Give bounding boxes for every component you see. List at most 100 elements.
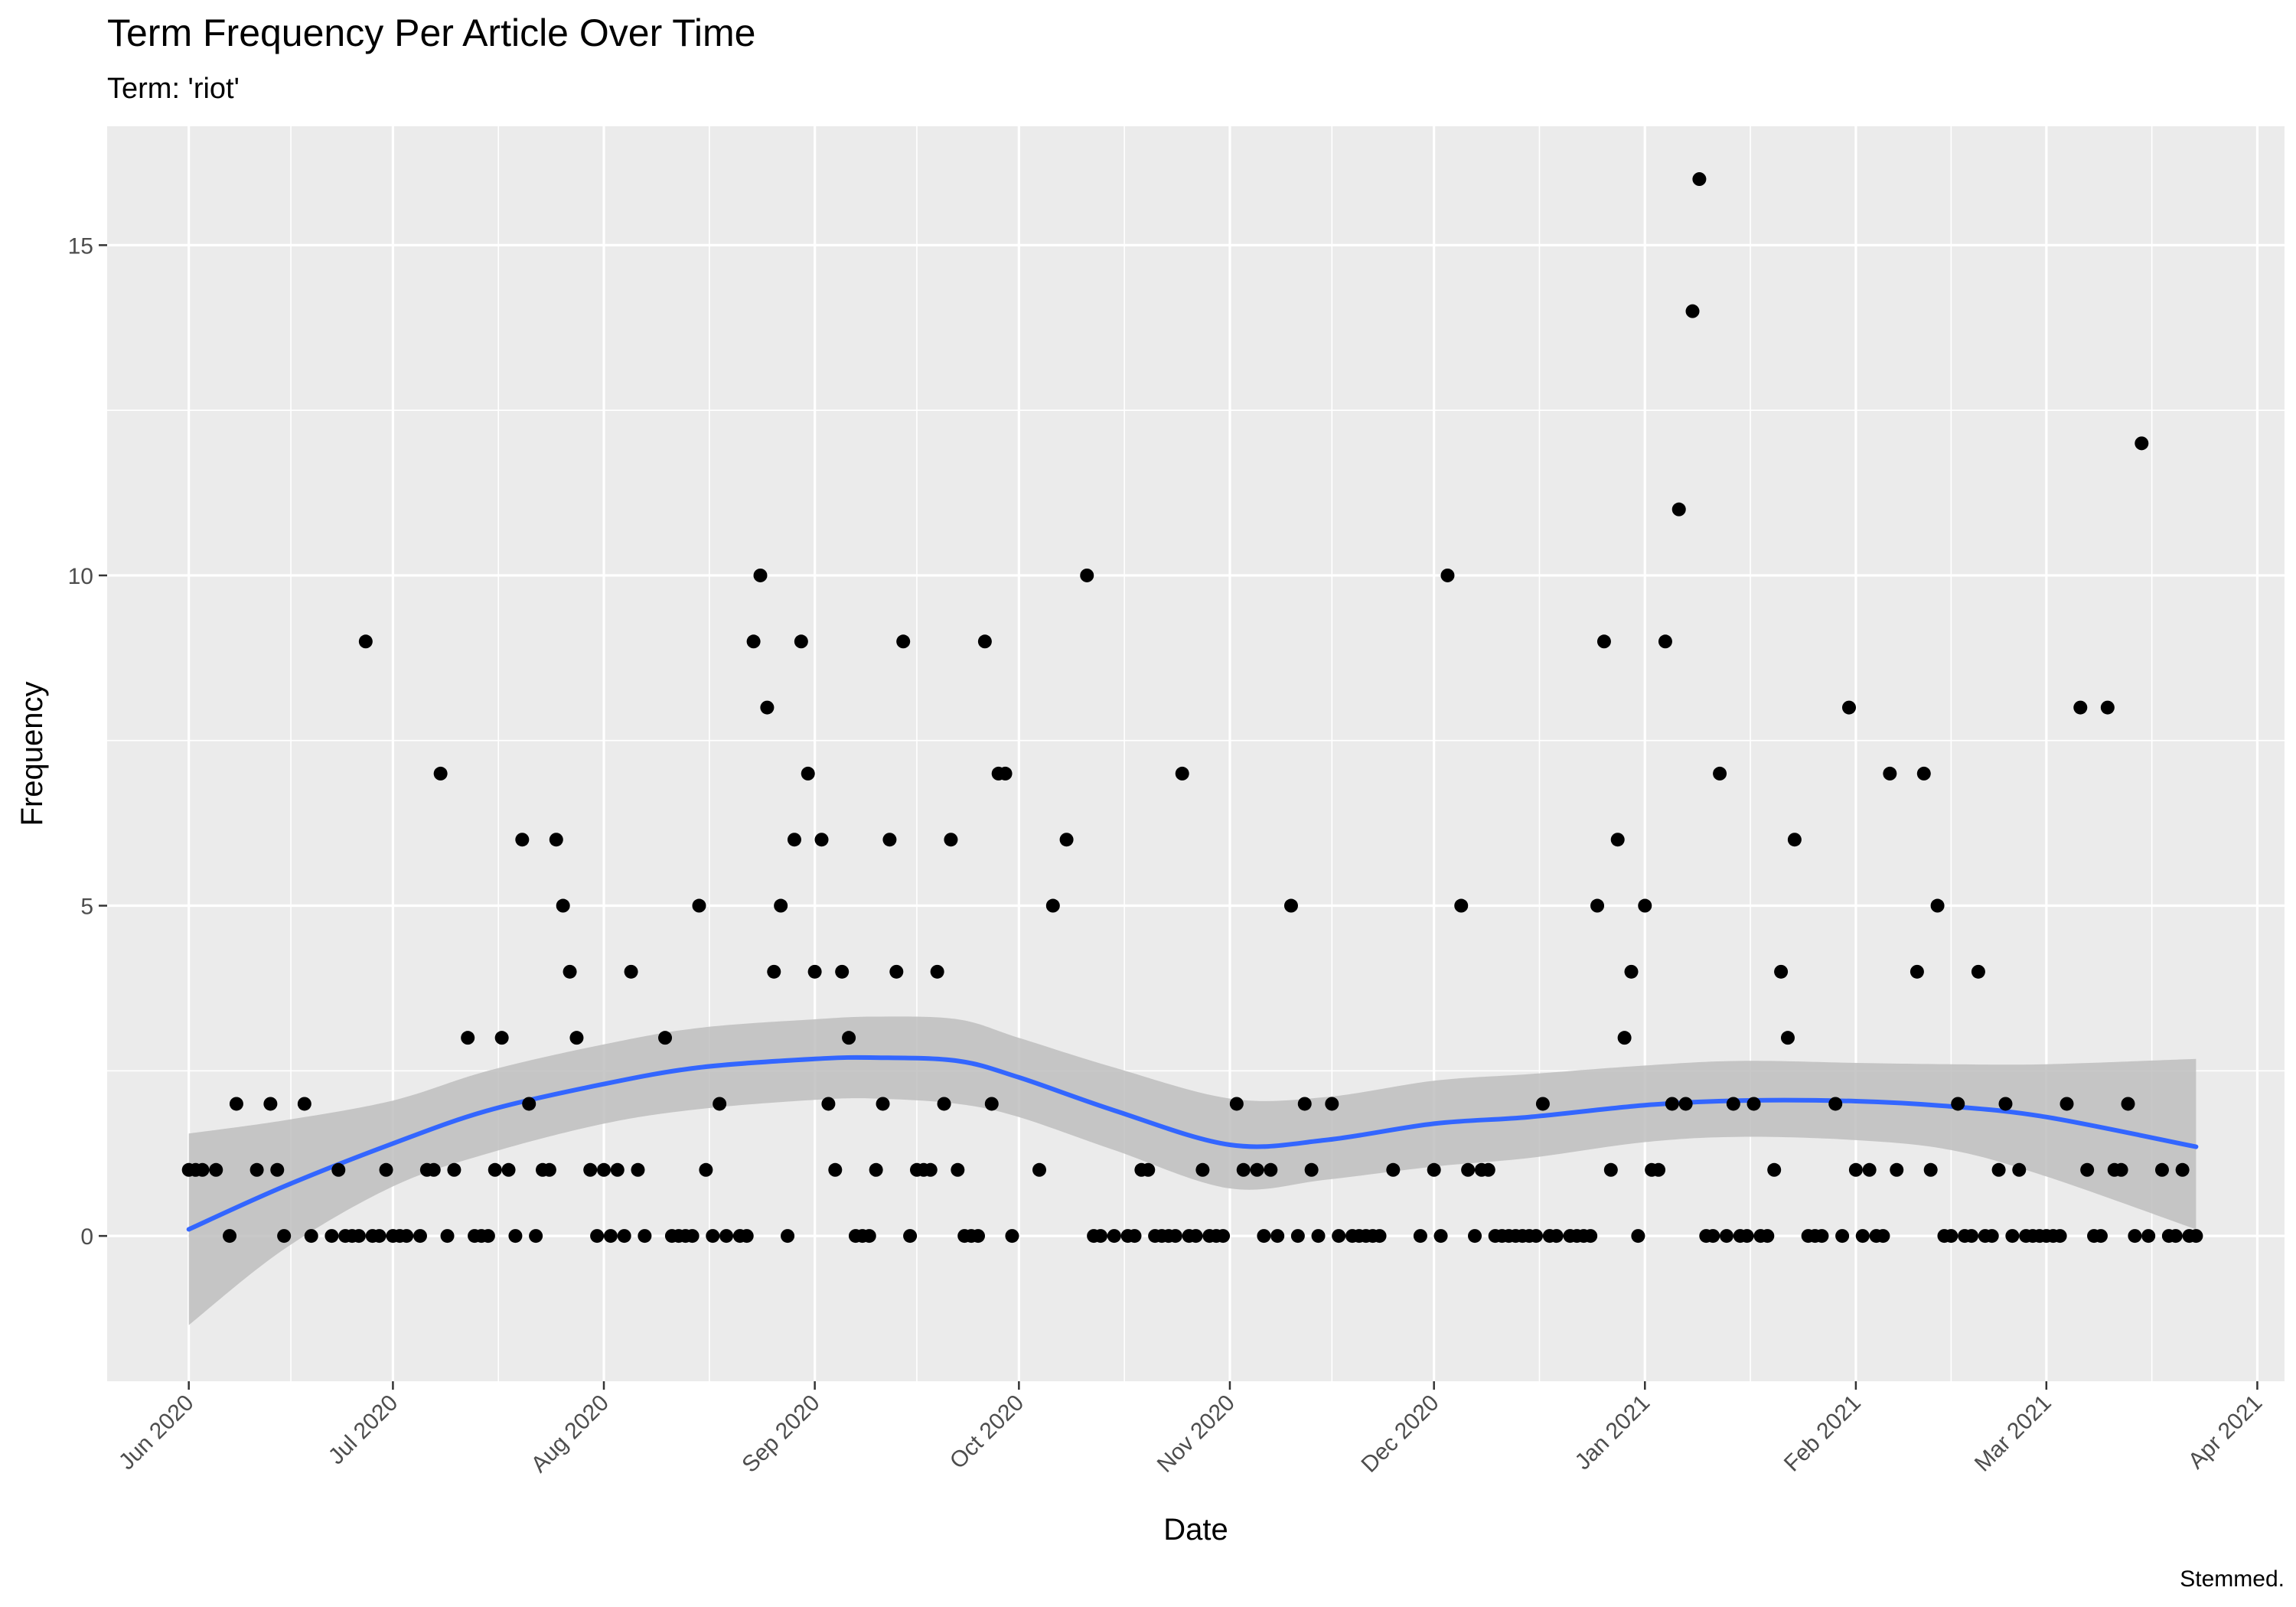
y-tick-label: 5	[80, 895, 93, 920]
data-point	[1713, 766, 1727, 781]
data-point	[760, 700, 775, 715]
data-point	[1141, 1162, 1156, 1177]
data-point	[1032, 1162, 1047, 1177]
data-point	[1855, 1229, 1870, 1244]
data-point	[706, 1229, 720, 1244]
data-point	[1059, 833, 1074, 847]
data-point	[631, 1162, 645, 1177]
data-point	[842, 1031, 856, 1045]
data-point	[1787, 833, 1802, 847]
data-point	[787, 833, 801, 847]
data-point	[1665, 1097, 1679, 1111]
data-point	[1740, 1229, 1754, 1244]
data-point	[685, 1229, 700, 1244]
data-point	[1692, 172, 1707, 187]
data-point	[270, 1162, 285, 1177]
data-point	[2168, 1229, 2183, 1244]
x-tick-label: Oct 2020	[945, 1390, 1029, 1474]
data-point	[903, 1229, 918, 1244]
data-point	[719, 1229, 734, 1244]
data-point	[1596, 634, 1611, 649]
data-point	[638, 1229, 652, 1244]
data-point	[1107, 1229, 1121, 1244]
data-point	[488, 1162, 502, 1177]
data-point	[358, 634, 373, 649]
data-point	[1386, 1162, 1401, 1177]
data-point	[1951, 1097, 1965, 1111]
data-point	[1325, 1097, 1339, 1111]
data-point	[2189, 1229, 2203, 1244]
data-point	[195, 1162, 210, 1177]
data-point	[304, 1229, 318, 1244]
data-point	[1965, 1229, 1979, 1244]
x-tick-label: Jul 2020	[324, 1390, 403, 1470]
data-point	[1413, 1229, 1427, 1244]
data-point	[658, 1031, 673, 1045]
smooth-line	[186, 1054, 2199, 1232]
data-point	[1876, 1229, 1890, 1244]
y-tick-label: 15	[68, 233, 93, 259]
data-point	[223, 1229, 237, 1244]
data-point	[692, 898, 706, 913]
x-tick-label: Apr 2021	[2183, 1390, 2267, 1474]
data-point	[2080, 1162, 2095, 1177]
data-point	[1195, 1162, 1210, 1177]
data-point	[814, 833, 829, 847]
data-point	[930, 964, 944, 979]
data-point	[617, 1229, 631, 1244]
data-point	[1767, 1162, 1782, 1177]
data-point	[1549, 1229, 1564, 1244]
data-point	[1304, 1162, 1319, 1177]
data-point	[277, 1229, 292, 1244]
data-point	[1617, 1031, 1632, 1045]
data-point	[1468, 1229, 1482, 1244]
data-point	[753, 568, 768, 582]
data-point	[1433, 1229, 1448, 1244]
confidence-ribbon	[188, 1016, 2197, 1325]
x-tick-label: Nov 2020	[1153, 1390, 1240, 1478]
y-axis: 0 5 10 15	[68, 233, 107, 1250]
data-point	[971, 1229, 985, 1244]
data-point	[1815, 1229, 1829, 1244]
data-point	[590, 1229, 605, 1244]
data-point	[869, 1162, 883, 1177]
chart-caption: Stemmed.	[2180, 1566, 2285, 1592]
data-point	[1842, 700, 1856, 715]
data-point	[1685, 304, 1700, 318]
data-point	[923, 1162, 938, 1177]
data-point	[1985, 1229, 1999, 1244]
data-point	[529, 1229, 543, 1244]
data-point	[400, 1229, 414, 1244]
scatter-points	[181, 172, 2203, 1244]
data-point	[433, 766, 448, 781]
x-tick-label: Jan 2021	[1570, 1390, 1655, 1475]
data-point	[249, 1162, 264, 1177]
data-point	[984, 1097, 999, 1111]
data-point	[998, 766, 1013, 781]
data-point	[882, 833, 897, 847]
data-point	[977, 634, 992, 649]
data-point	[481, 1229, 495, 1244]
data-point	[1671, 502, 1686, 517]
data-point	[828, 1162, 843, 1177]
data-point	[2141, 1229, 2156, 1244]
data-point	[2073, 700, 2088, 715]
data-point	[1283, 898, 1298, 913]
data-point	[1998, 1097, 2013, 1111]
data-point	[461, 1031, 475, 1045]
data-point	[1481, 1162, 1495, 1177]
chart-subtitle: Term: 'riot'	[107, 73, 240, 105]
data-point	[2005, 1229, 2020, 1244]
data-point	[1290, 1229, 1305, 1244]
data-point	[1923, 1162, 1938, 1177]
data-point	[2154, 1162, 2169, 1177]
data-point	[522, 1097, 536, 1111]
plot-panel	[107, 126, 2285, 1381]
x-tick-label: Mar 2021	[1970, 1390, 2056, 1477]
data-point	[1461, 1162, 1476, 1177]
y-axis-title: Frequency	[15, 682, 49, 826]
data-point	[569, 1031, 584, 1045]
data-point	[1624, 964, 1639, 979]
data-point	[944, 833, 958, 847]
data-point	[1175, 766, 1189, 781]
